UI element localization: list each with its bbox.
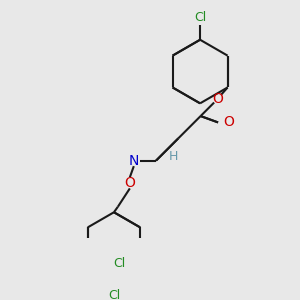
Text: O: O xyxy=(223,116,234,129)
Text: O: O xyxy=(213,92,224,106)
Text: Cl: Cl xyxy=(113,257,126,270)
Text: Cl: Cl xyxy=(108,289,120,300)
Text: H: H xyxy=(169,150,178,163)
Text: N: N xyxy=(129,154,139,168)
Text: Cl: Cl xyxy=(194,11,206,24)
Text: O: O xyxy=(124,176,135,190)
